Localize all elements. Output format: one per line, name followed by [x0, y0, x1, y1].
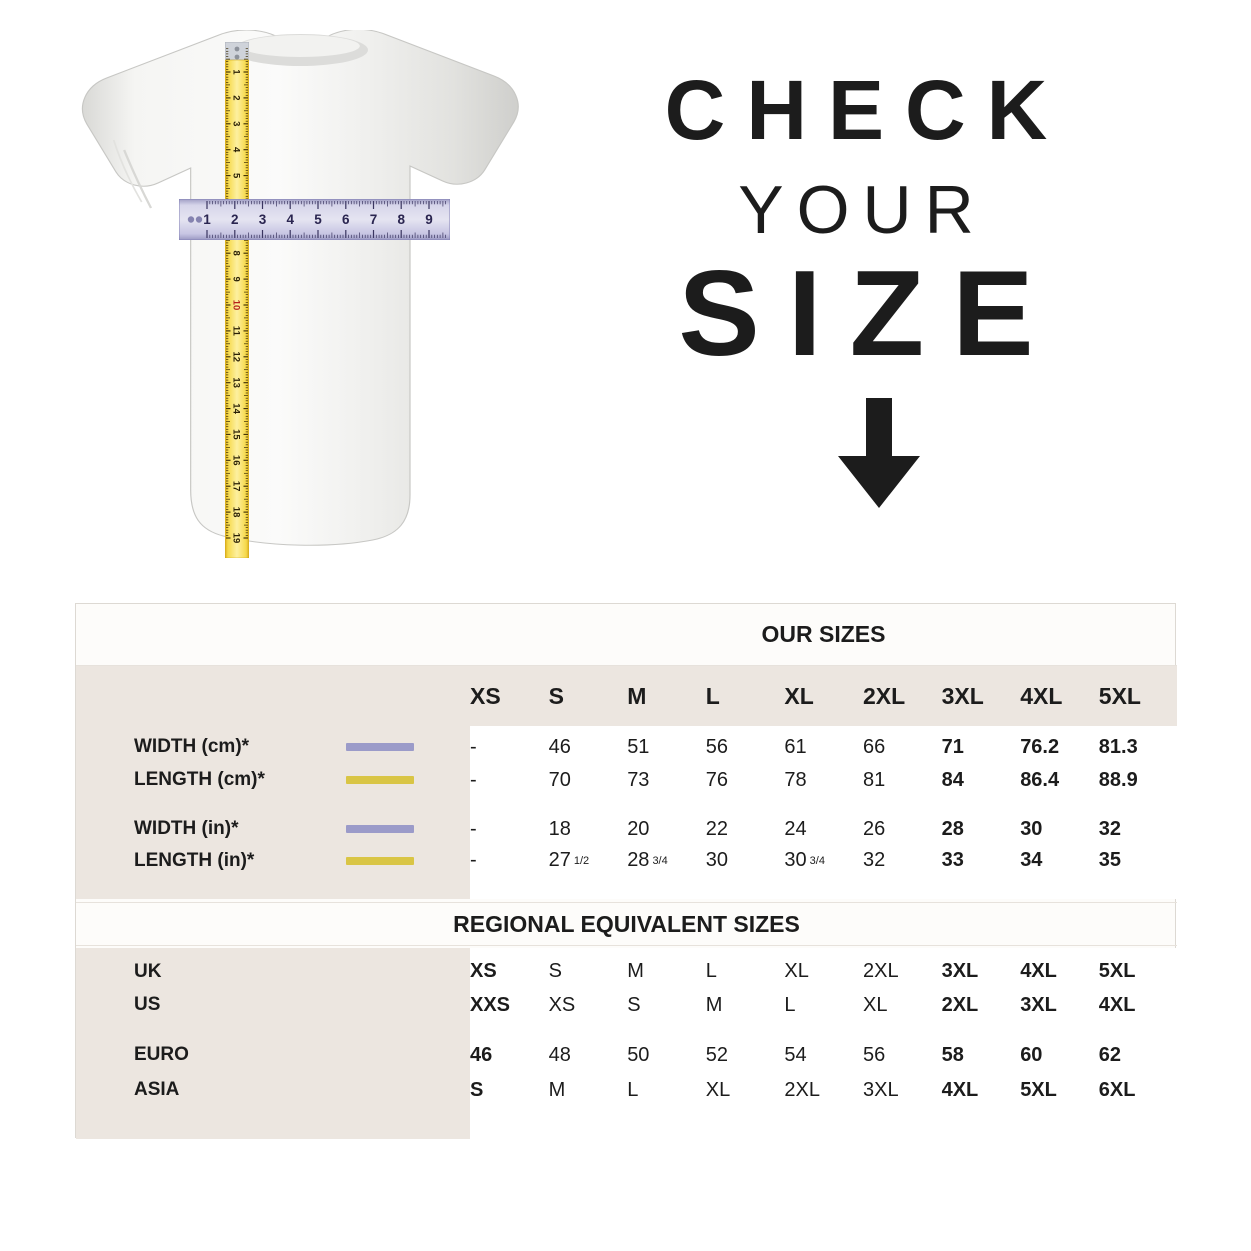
svg-text:1: 1	[203, 212, 211, 227]
svg-text:14: 14	[230, 403, 241, 414]
svg-text:4: 4	[230, 147, 241, 153]
svg-text:9: 9	[425, 212, 433, 227]
svg-text:13: 13	[230, 377, 241, 388]
svg-text:2: 2	[230, 95, 241, 100]
svg-text:11: 11	[230, 326, 241, 337]
svg-text:8: 8	[397, 212, 405, 227]
svg-text:7: 7	[370, 212, 378, 227]
svg-text:8: 8	[230, 251, 241, 256]
svg-text:2: 2	[231, 212, 239, 227]
svg-text:10: 10	[230, 300, 241, 311]
svg-text:5: 5	[230, 173, 241, 179]
svg-text:17: 17	[230, 481, 241, 492]
svg-text:12: 12	[230, 352, 241, 363]
svg-text:15: 15	[230, 429, 241, 440]
svg-text:9: 9	[230, 276, 241, 281]
svg-text:3: 3	[259, 212, 267, 227]
svg-text:18: 18	[230, 507, 241, 518]
svg-text:6: 6	[342, 212, 350, 227]
svg-text:19: 19	[230, 533, 241, 544]
svg-text:16: 16	[230, 455, 241, 466]
svg-text:1: 1	[230, 69, 241, 75]
svg-text:3: 3	[230, 121, 241, 126]
svg-text:4: 4	[286, 212, 294, 227]
svg-text:5: 5	[314, 212, 322, 227]
